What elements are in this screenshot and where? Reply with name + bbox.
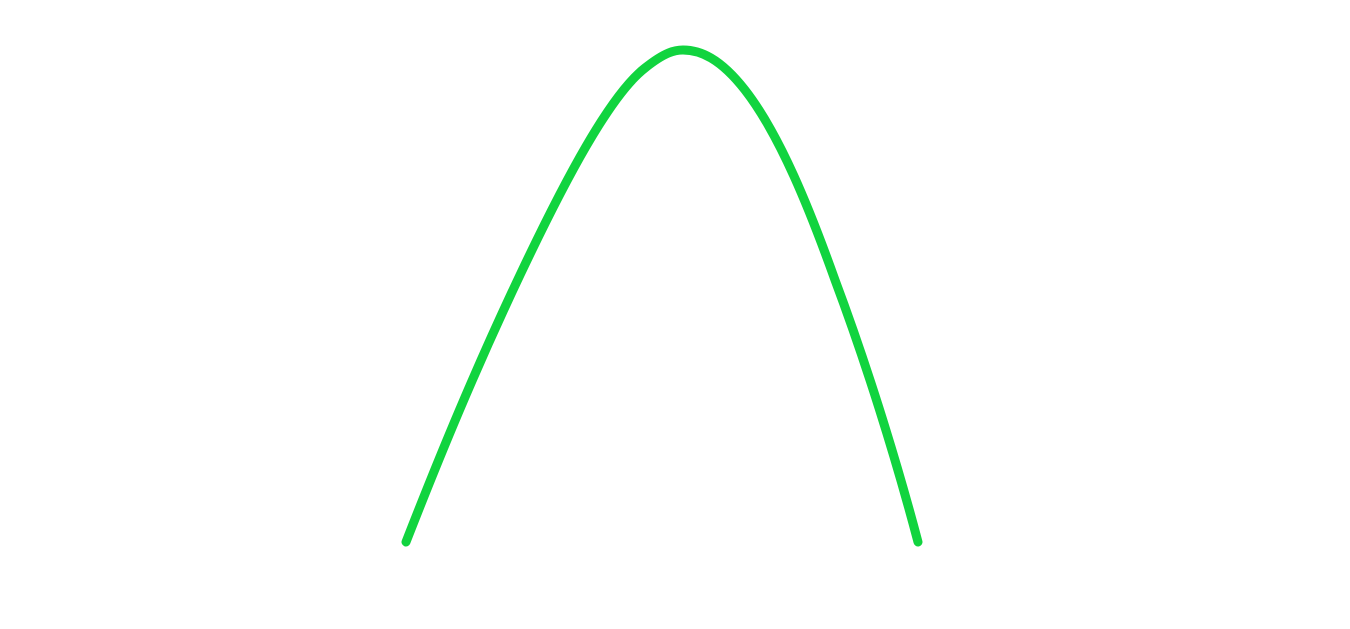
- arch-curve: [401, 45, 923, 547]
